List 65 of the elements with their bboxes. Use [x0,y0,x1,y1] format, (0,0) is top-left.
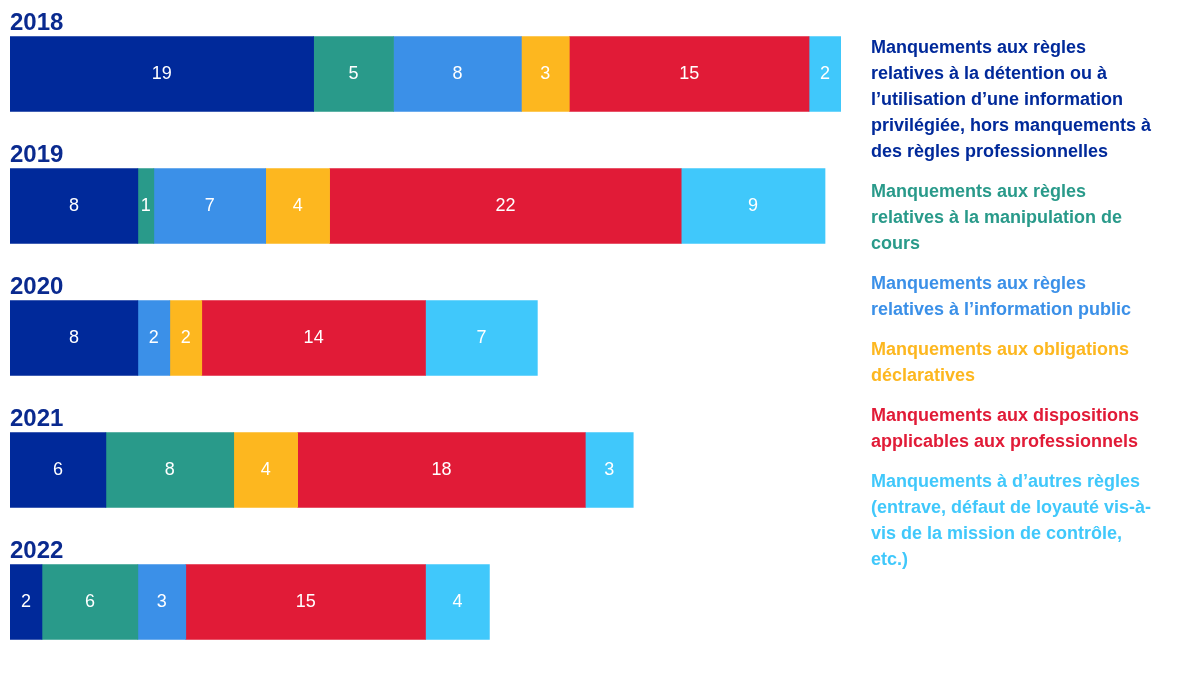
y-tick-label: 2019 [10,140,64,168]
data-label: 4 [292,194,303,215]
data-label: 2 [148,326,159,347]
text: Manquements aux règles relatives à la détention ou à l’utilisation d’une information privilégiée, hors manquements à des règles professionnelles [871,36,1153,163]
y-tick-label: 2018 [10,8,64,36]
data-label: 8 [68,326,79,347]
data-label: 22 [495,194,516,215]
bar [393,36,522,112]
bar [425,300,538,376]
bar [137,168,155,244]
bar [808,36,841,112]
text: Manquements aux règles relatives à l’information public [871,272,1133,321]
data-label: 7 [476,326,487,347]
data-label: 2 [20,590,31,611]
bar [10,36,314,112]
bar [10,564,43,640]
data-label: 2 [820,62,831,83]
y-tick-label: 2022 [10,536,64,564]
data-label: 15 [679,62,700,83]
bar [329,168,682,244]
bar [201,300,426,376]
text: Manquements aux dispositions applicables aux professionnels [871,404,1141,453]
text: Manquements aux obligations déclaratives [871,338,1131,387]
data-label: 8 [68,194,79,215]
y-tick-label: 2021 [10,404,64,432]
bar [105,432,235,508]
bar [313,36,394,112]
data-label: 7 [204,194,215,215]
bar [10,432,107,508]
bar [425,564,490,640]
data-label: 3 [156,590,167,611]
data-label: 4 [260,458,271,479]
bar [10,168,139,244]
text: Manquements aux règles relatives à la manipulation de cours [871,180,1124,255]
bar [153,168,267,244]
data-label: 14 [303,326,324,347]
bar [569,36,810,112]
data-label: 1 [140,194,151,215]
bar [297,432,586,508]
data-label: 6 [84,590,95,611]
text: Manquements à d’autres règles (entrave, défaut de loyauté vis-à-vis de la mission de contrôle, etc.) [871,470,1153,571]
bar [41,564,139,640]
data-label: 6 [52,458,63,479]
bar [680,168,826,244]
bar [169,300,203,376]
bar [521,36,570,112]
y-tick-label: 2020 [10,272,64,300]
data-label: 8 [452,62,463,83]
data-label: 4 [452,590,463,611]
data-label: 3 [604,458,615,479]
bar [185,564,426,640]
data-label: 18 [431,458,452,479]
data-label: 15 [295,590,316,611]
data-label: 19 [151,62,172,83]
data-label: 5 [348,62,359,83]
data-label: 2 [180,326,191,347]
bar [265,168,330,244]
bar [233,432,298,508]
data-label: 8 [164,458,175,479]
bar [137,300,171,376]
data-label: 9 [748,194,759,215]
data-label: 3 [540,62,551,83]
bar [137,564,187,640]
bar [584,432,634,508]
bar [10,300,139,376]
